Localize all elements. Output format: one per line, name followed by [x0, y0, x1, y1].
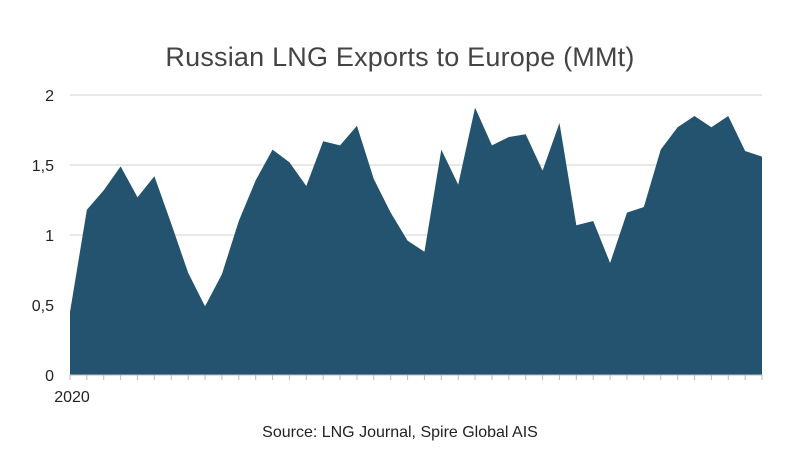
y-tick-label: 1	[45, 228, 54, 245]
y-axis: 0 0,5 1 1,5 2	[32, 88, 54, 385]
chart-source: Source: LNG Journal, Spire Global AIS	[262, 424, 538, 441]
y-tick-label: 0,5	[32, 298, 54, 315]
x-axis-labels: 2020	[54, 389, 90, 406]
x-tick-label: 2020	[54, 389, 90, 406]
y-tick-label: 0	[45, 368, 54, 385]
area-series	[70, 107, 762, 375]
x-axis	[69, 374, 763, 380]
area-series-path	[70, 107, 762, 375]
y-tick-label: 1,5	[32, 158, 54, 175]
chart-title: Russian LNG Exports to Europe (MMt)	[165, 42, 635, 72]
y-tick-label: 2	[45, 88, 54, 105]
